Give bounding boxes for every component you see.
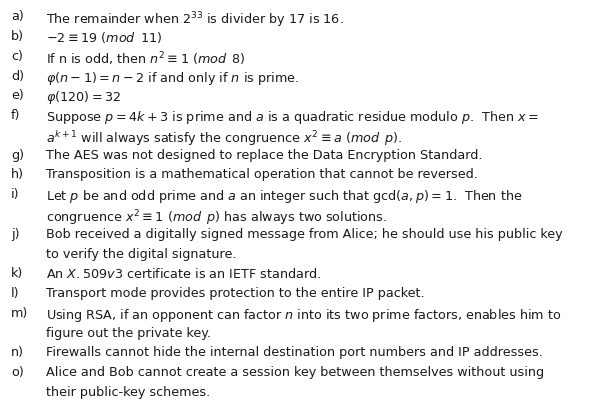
Text: figure out the private key.: figure out the private key. xyxy=(46,327,211,339)
Text: Alice and Bob cannot create a session key between themselves without using: Alice and Bob cannot create a session ke… xyxy=(46,366,544,379)
Text: The AES was not designed to replace the Data Encryption Standard.: The AES was not designed to replace the … xyxy=(46,149,483,162)
Text: $-2 \equiv 19$ $(mod$ $\,11)$: $-2 \equiv 19$ $(mod$ $\,11)$ xyxy=(46,30,162,45)
Text: to verify the digital signature.: to verify the digital signature. xyxy=(46,248,236,260)
Text: Transposition is a mathematical operation that cannot be reversed.: Transposition is a mathematical operatio… xyxy=(46,168,478,181)
Text: e): e) xyxy=(11,89,24,102)
Text: h): h) xyxy=(11,168,24,181)
Text: n): n) xyxy=(11,346,24,359)
Text: Suppose $p = 4k+3$ is prime and $a$ is a quadratic residue modulo $p$.  Then $x : Suppose $p = 4k+3$ is prime and $a$ is a… xyxy=(46,109,538,126)
Text: Transport mode provides protection to the entire IP packet.: Transport mode provides protection to th… xyxy=(46,287,425,300)
Text: An $X.509v3$ certificate is an IETF standard.: An $X.509v3$ certificate is an IETF stan… xyxy=(46,267,321,281)
Text: their public-key schemes.: their public-key schemes. xyxy=(46,386,211,399)
Text: l): l) xyxy=(11,287,20,300)
Text: a): a) xyxy=(11,10,24,23)
Text: $a^{k+1}$ will always satisfy the congruence $x^2 \equiv a$ $(mod$ $\,p)$.: $a^{k+1}$ will always satisfy the congru… xyxy=(46,129,402,148)
Text: o): o) xyxy=(11,366,24,379)
Text: $\varphi(120) = 32$: $\varphi(120) = 32$ xyxy=(46,89,121,106)
Text: c): c) xyxy=(11,50,23,63)
Text: The remainder when $2^{33}$ is divider by 17 is 16.: The remainder when $2^{33}$ is divider b… xyxy=(46,10,344,30)
Text: k): k) xyxy=(11,267,23,280)
Text: congruence $x^2 \equiv 1$ $(mod$ $\,p)$ has always two solutions.: congruence $x^2 \equiv 1$ $(mod$ $\,p)$ … xyxy=(46,208,387,228)
Text: j): j) xyxy=(11,228,20,241)
Text: d): d) xyxy=(11,69,24,83)
Text: i): i) xyxy=(11,188,20,201)
Text: m): m) xyxy=(11,307,28,320)
Text: Bob received a digitally signed message from Alice; he should use his public key: Bob received a digitally signed message … xyxy=(46,228,562,241)
Text: Using RSA, if an opponent can factor $n$ into its two prime factors, enables him: Using RSA, if an opponent can factor $n$… xyxy=(46,307,561,324)
Text: Let $p$ be and odd prime and $a$ an integer such that $\gcd(a, p) = 1$.  Then th: Let $p$ be and odd prime and $a$ an inte… xyxy=(46,188,523,205)
Text: Firewalls cannot hide the internal destination port numbers and IP addresses.: Firewalls cannot hide the internal desti… xyxy=(46,346,543,359)
Text: $\varphi(n-1) = n-2$ if and only if $n$ is prime.: $\varphi(n-1) = n-2$ if and only if $n$ … xyxy=(46,69,299,87)
Text: b): b) xyxy=(11,30,24,43)
Text: f): f) xyxy=(11,109,20,122)
Text: If n is odd, then $n^2 \equiv 1$ $(mod$ $\,8)$: If n is odd, then $n^2 \equiv 1$ $(mod$ … xyxy=(46,50,246,67)
Text: g): g) xyxy=(11,149,24,162)
